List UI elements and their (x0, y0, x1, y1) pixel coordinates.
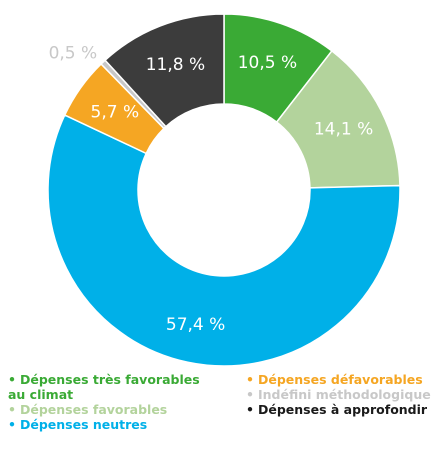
legend-label: Dépenses très favorables au climat (8, 372, 200, 402)
legend-dot: • (8, 417, 16, 432)
legend-item: • Dépenses neutres (8, 417, 218, 432)
legend-item: • Indéfini méthodologique (246, 387, 446, 402)
legend-dot: • (8, 372, 16, 387)
legend-dot: • (246, 402, 254, 417)
data-label: 5,7 % (91, 102, 140, 122)
legend-label: Dépenses favorables (20, 402, 168, 417)
data-label: 14,1 % (314, 120, 373, 140)
legend-item: • Dépenses favorables (8, 402, 218, 417)
donut-segment (275, 49, 401, 189)
legend-item: • Dépenses très favorables au climat (8, 372, 218, 402)
legend-dot: • (8, 402, 16, 417)
legend-dot: • (246, 372, 254, 387)
data-label: 10,5 % (238, 53, 297, 73)
donut-segment (104, 13, 225, 128)
data-label: 0,5 % (49, 43, 98, 63)
data-label: 57,4 % (166, 315, 225, 335)
data-label: 11,8 % (146, 55, 205, 75)
legend-label: Dépenses neutres (20, 417, 148, 432)
legend-dot: • (246, 387, 254, 402)
legend-label: Dépenses à approfondir (258, 402, 428, 417)
legend-label: Dépenses défavorables (258, 372, 423, 387)
donut-segment (47, 114, 401, 367)
chart: 10,5 % 14,1 % 57,4 % 5,7 % 0,5 % 11,8 % (47, 13, 401, 367)
legend-label: Indéfini méthodologique (258, 387, 431, 402)
legend-item: • Dépenses défavorables (246, 372, 446, 387)
legend-item: • Dépenses à approfondir (246, 402, 446, 417)
